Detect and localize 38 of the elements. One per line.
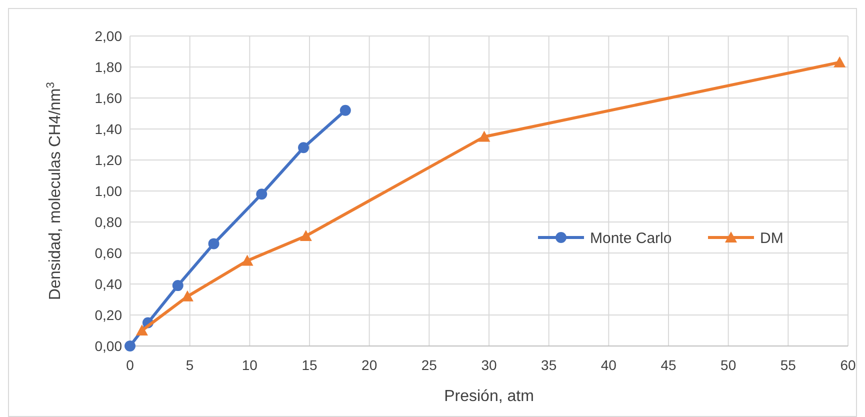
x-tick-label: 60: [840, 357, 856, 373]
x-tick-label: 5: [186, 357, 194, 373]
x-tick-label: 20: [362, 357, 378, 373]
x-axis-title: Presión, atm: [444, 388, 534, 405]
x-tick-label: 45: [660, 357, 676, 373]
legend-label: DM: [760, 230, 784, 247]
x-tick-label: 30: [481, 357, 497, 373]
x-tick-label: 15: [302, 357, 318, 373]
y-tick-label: 0,00: [94, 338, 122, 354]
y-tick-label: 0,40: [94, 276, 122, 292]
point: [124, 340, 136, 352]
x-tick-label: 35: [541, 357, 557, 373]
y-tick-label: 1,80: [94, 58, 122, 75]
y-tick-label: 0,80: [94, 214, 122, 230]
point: [136, 324, 148, 336]
point: [172, 280, 184, 292]
y-tick-label: 1,20: [94, 152, 122, 168]
y-tick-label: 1,40: [94, 120, 122, 137]
x-tick-label: 55: [780, 357, 796, 373]
point: [208, 238, 220, 250]
point: [834, 56, 846, 68]
y-tick-label: 1,00: [94, 182, 122, 199]
point: [340, 104, 351, 116]
x-tick-label: 50: [720, 357, 736, 373]
point: [256, 188, 268, 200]
x-tick-label: 40: [600, 357, 617, 373]
y-tick-label: 2,00: [94, 28, 122, 44]
point: [478, 130, 490, 142]
point: [298, 142, 310, 154]
x-tick-label: 0: [126, 357, 134, 373]
y-tick-label: 0,60: [94, 244, 122, 261]
y-tick-label: 0,20: [94, 306, 122, 323]
legend-label: Monte Carlo: [590, 230, 672, 247]
point: [300, 230, 312, 241]
x-tick-label: 25: [421, 357, 438, 373]
point: [241, 254, 254, 266]
x-tick-label: 10: [242, 357, 258, 373]
y-tick-label: 1,60: [94, 90, 122, 106]
